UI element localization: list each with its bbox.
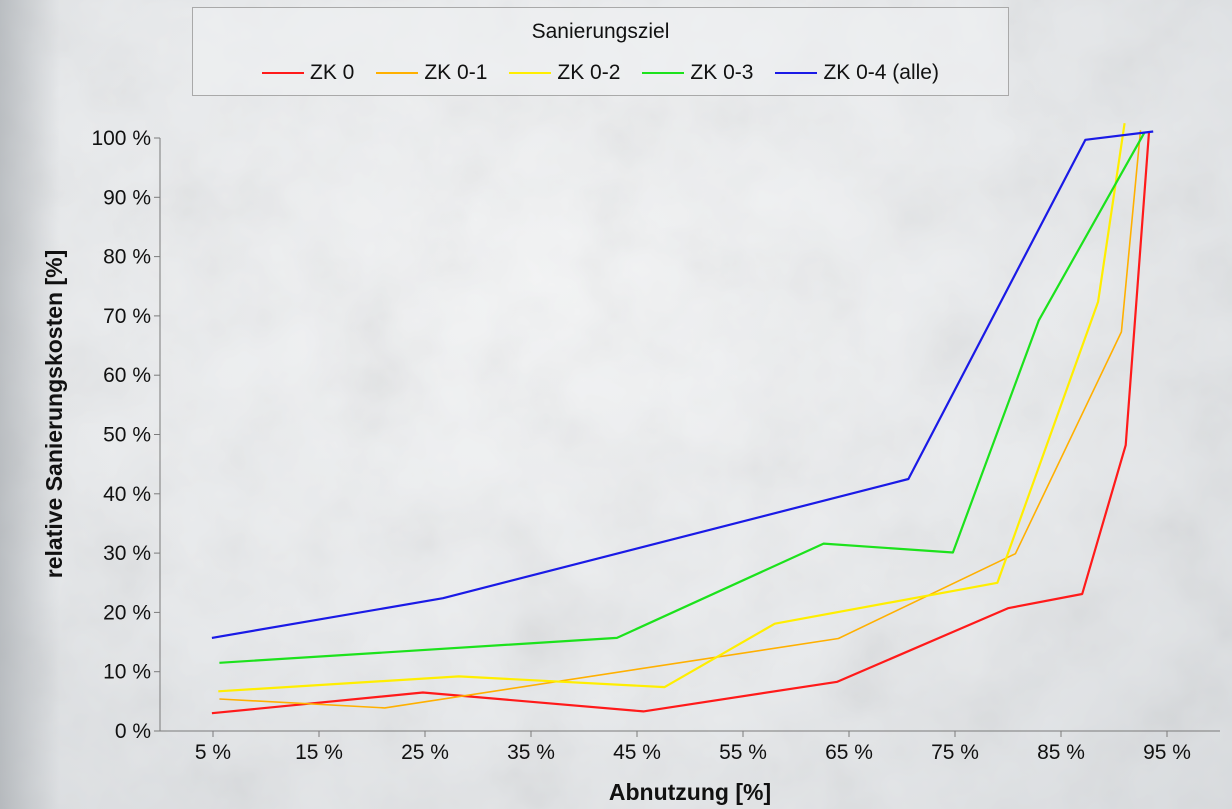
legend-item-zk01: ZK 0-1 bbox=[376, 61, 487, 85]
x-tick-label: 5 % bbox=[195, 741, 231, 764]
legend-label-zk01: ZK 0-1 bbox=[424, 61, 488, 84]
x-tick-label: 95 % bbox=[1143, 741, 1191, 764]
series-line-4 bbox=[211, 130, 1154, 639]
x-tick-label: 45 % bbox=[613, 741, 661, 764]
y-tick-label: 100 % bbox=[91, 127, 151, 150]
y-tick-label: 80 % bbox=[103, 246, 151, 269]
x-tick-label: 35 % bbox=[507, 741, 555, 764]
y-tick-label: 10 % bbox=[103, 661, 151, 684]
y-tick-label: 70 % bbox=[103, 305, 151, 328]
legend-label-zk04: ZK 0-4 (alle) bbox=[823, 61, 939, 84]
legend-item-zk04: ZK 0-4 (alle) bbox=[775, 61, 939, 85]
legend-label-zk02: ZK 0-2 bbox=[557, 61, 621, 84]
y-tick-label: 90 % bbox=[103, 186, 151, 209]
legend-swatch-zk02 bbox=[509, 72, 552, 74]
legend-title: Sanierungsziel bbox=[531, 20, 670, 43]
axes: 0 % 10 % 20 % 30 % 40 % 50 % 60 % 70 % 80 % 90 % 1… bbox=[91, 127, 1220, 764]
x-axis-title: Abnutzung [%] bbox=[609, 779, 771, 805]
series-line-0 bbox=[211, 132, 1151, 715]
series-line-3 bbox=[219, 131, 1146, 664]
legend-label-zk0: ZK 0 bbox=[310, 61, 355, 84]
y-tick-label: 30 % bbox=[103, 542, 151, 565]
legend-swatch-zk01 bbox=[376, 72, 419, 74]
x-tick-label: 75 % bbox=[931, 741, 979, 764]
legend-item-zk02: ZK 0-2 bbox=[509, 61, 620, 85]
x-tick-label: 55 % bbox=[719, 741, 767, 764]
legend-item-zk03: ZK 0-3 bbox=[642, 61, 753, 85]
x-tick-label: 15 % bbox=[295, 741, 343, 764]
y-tick-label: 40 % bbox=[103, 483, 151, 506]
series-layer bbox=[211, 123, 1154, 715]
y-tick-label: 60 % bbox=[103, 364, 151, 387]
y-tick-label: 0 % bbox=[115, 720, 151, 743]
legend: Sanierungsziel ZK 0 ZK 0-1 ZK 0-2 ZK 0-3… bbox=[192, 7, 1009, 96]
legend-item-zk0: ZK 0 bbox=[262, 61, 354, 85]
legend-swatch-zk04 bbox=[775, 72, 818, 74]
legend-items: ZK 0 ZK 0-1 ZK 0-2 ZK 0-3 ZK 0-4 (alle) bbox=[193, 61, 1008, 85]
series-line-2 bbox=[218, 123, 1126, 693]
legend-swatch-zk0 bbox=[262, 72, 304, 74]
y-tick-label: 20 % bbox=[103, 601, 151, 624]
x-tick-label: 85 % bbox=[1037, 741, 1085, 764]
legend-swatch-zk03 bbox=[642, 72, 685, 74]
y-tick-label: 50 % bbox=[103, 424, 151, 447]
x-tick-label: 65 % bbox=[825, 741, 873, 764]
y-axis-title: relative Sanierungskosten [%] bbox=[41, 250, 67, 579]
x-tick-label: 25 % bbox=[401, 741, 449, 764]
legend-label-zk03: ZK 0-3 bbox=[690, 61, 754, 84]
